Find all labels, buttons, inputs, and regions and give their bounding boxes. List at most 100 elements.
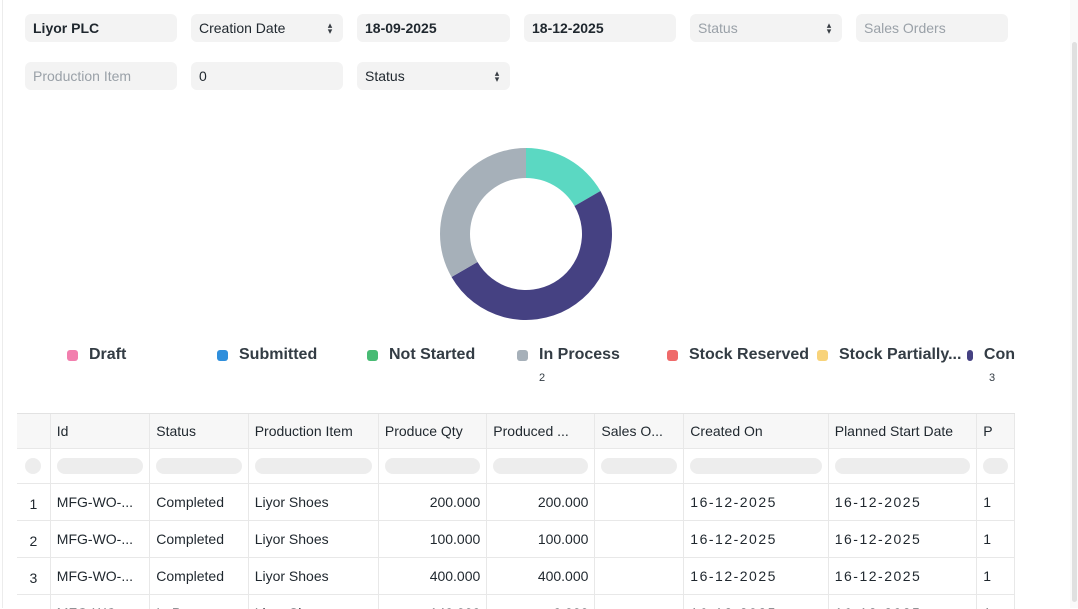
table-row[interactable]: 4MFG-WO-...In ProcessLiyor Shoes140.0000… [17, 595, 1015, 609]
status-cell: Completed [150, 521, 248, 558]
column-header[interactable]: Production Item [248, 414, 378, 449]
column-filter-input[interactable] [977, 449, 1015, 484]
produced-qty-cell: 0.000 [487, 595, 595, 609]
to-date-value: 18-12-2025 [532, 20, 668, 36]
production-item-cell: Liyor Shoes [248, 595, 378, 609]
column-filter-input[interactable] [248, 449, 378, 484]
planned-start-date-cell: 16-12-2025 [828, 484, 976, 521]
limit-value: 0 [199, 68, 335, 84]
legend-item[interactable]: Not Started [367, 346, 475, 364]
legend-label: Con [984, 346, 1015, 364]
column-filter-input[interactable] [684, 449, 828, 484]
legend-item[interactable]: Submitted [217, 346, 317, 364]
row-number-cell: 4 [17, 595, 50, 609]
sales-order-cell [595, 558, 684, 595]
donut-slice-in-process[interactable] [440, 148, 526, 277]
date-field-value: Creation Date [199, 20, 325, 36]
select-arrows-icon: ▴▾ [824, 22, 834, 34]
produced-qty-cell: 100.000 [487, 521, 595, 558]
column-filter-input[interactable] [50, 449, 149, 484]
sales-order-cell [595, 521, 684, 558]
sales-order-cell [595, 484, 684, 521]
sales-orders-placeholder: Sales Orders [864, 20, 1000, 36]
production-item-cell: Liyor Shoes [248, 558, 378, 595]
column-header[interactable]: Sales O... [595, 414, 684, 449]
legend-swatch [667, 350, 678, 361]
group-by-select[interactable]: Status ▴▾ [357, 62, 510, 90]
column-filter-input[interactable] [828, 449, 976, 484]
donut-slice-other[interactable] [526, 148, 600, 206]
produce-qty-cell: 200.000 [378, 484, 486, 521]
row-filter-spacer [17, 449, 50, 484]
select-arrows-icon: ▴▾ [492, 70, 502, 82]
produce-qty-cell: 400.000 [378, 558, 486, 595]
row-number-cell: 1 [17, 484, 50, 521]
date-field-select[interactable]: Creation Date ▴▾ [191, 14, 343, 42]
production-item-cell: Liyor Shoes [248, 484, 378, 521]
legend-swatch [367, 350, 378, 361]
created-on-cell: 16-12-2025 [684, 484, 828, 521]
planned-start-date-cell: 16-12-2025 [828, 558, 976, 595]
p-cell: 1 [977, 521, 1015, 558]
column-header[interactable]: Produced ... [487, 414, 595, 449]
scrollbar-thumb[interactable] [1072, 42, 1077, 602]
id-cell[interactable]: MFG-WO-... [50, 595, 149, 609]
column-filter-input[interactable] [595, 449, 684, 484]
column-filter-input[interactable] [378, 449, 486, 484]
id-cell[interactable]: MFG-WO-... [50, 558, 149, 595]
produce-qty-cell: 100.000 [378, 521, 486, 558]
legend-item[interactable]: Draft [67, 346, 126, 364]
produced-qty-cell: 400.000 [487, 558, 595, 595]
company-value: Liyor PLC [33, 20, 169, 36]
id-cell[interactable]: MFG-WO-... [50, 521, 149, 558]
legend-item[interactable]: Stock Partially... [817, 346, 961, 364]
status-donut-chart [436, 144, 616, 324]
row-number-header [17, 414, 50, 449]
column-filter-input[interactable] [487, 449, 595, 484]
status-cell: In Process [150, 595, 248, 609]
legend-label: Not Started [389, 346, 475, 364]
column-header[interactable]: Status [150, 414, 248, 449]
planned-start-date-cell: 16-12-2025 [828, 521, 976, 558]
p-cell: 1 [977, 484, 1015, 521]
legend-item[interactable]: In Process [517, 346, 620, 364]
legend-count: 2 [539, 372, 545, 384]
legend-swatch [217, 350, 228, 361]
sales-orders-input[interactable]: Sales Orders [856, 14, 1008, 42]
donut-slice-completed[interactable] [452, 191, 612, 320]
select-arrows-icon: ▴▾ [325, 22, 335, 34]
p-cell: 1 [977, 558, 1015, 595]
status-cell: Completed [150, 558, 248, 595]
produced-qty-cell: 200.000 [487, 484, 595, 521]
column-header[interactable]: P [977, 414, 1015, 449]
created-on-cell: 16-12-2025 [684, 558, 828, 595]
legend-label: Stock Reserved [689, 346, 809, 364]
status-filter-select[interactable]: Status ▴▾ [690, 14, 842, 42]
column-header[interactable]: Created On [684, 414, 828, 449]
legend-item[interactable]: Stock Reserved [667, 346, 809, 364]
legend-label: Draft [89, 346, 126, 364]
from-date-input[interactable]: 18-09-2025 [357, 14, 510, 42]
column-header[interactable]: Id [50, 414, 149, 449]
column-filter-input[interactable] [150, 449, 248, 484]
legend-label: Stock Partially... [839, 346, 961, 364]
limit-input[interactable]: 0 [191, 62, 343, 90]
id-cell[interactable]: MFG-WO-... [50, 484, 149, 521]
vertical-scrollbar[interactable] [1070, 0, 1078, 608]
group-by-value: Status [365, 68, 492, 84]
row-number-cell: 3 [17, 558, 50, 595]
to-date-input[interactable]: 18-12-2025 [524, 14, 676, 42]
column-header[interactable]: Produce Qty [378, 414, 486, 449]
status-cell: Completed [150, 484, 248, 521]
company-filter[interactable]: Liyor PLC [25, 14, 177, 42]
legend-swatch [817, 350, 828, 361]
column-header[interactable]: Planned Start Date [828, 414, 976, 449]
production-item-cell: Liyor Shoes [248, 521, 378, 558]
sales-order-cell [595, 595, 684, 609]
production-item-input[interactable]: Production Item [25, 62, 177, 90]
legend-item[interactable]: Con [967, 346, 1015, 364]
